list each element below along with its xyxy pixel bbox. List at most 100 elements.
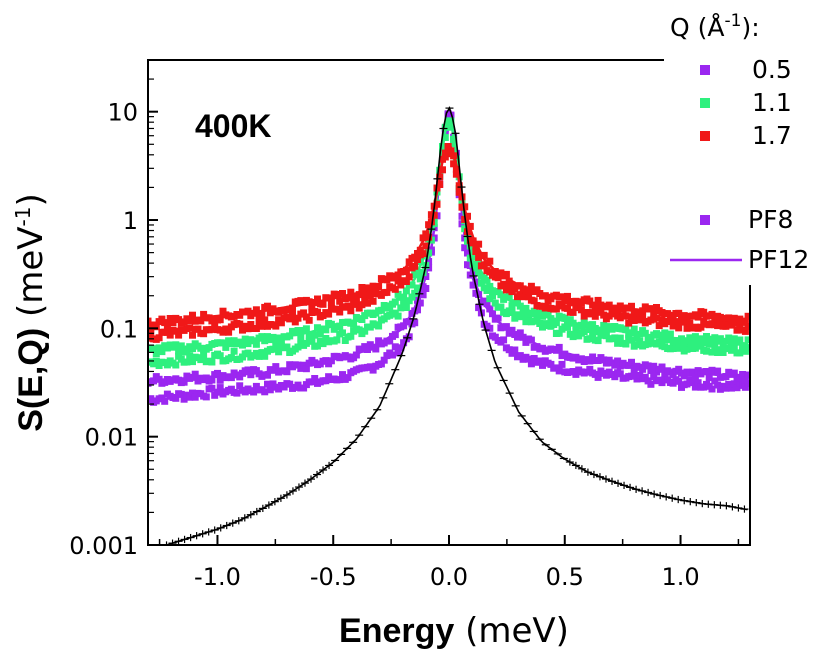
data-point (180, 395, 188, 403)
data-point (402, 278, 410, 285)
data-point (714, 381, 722, 389)
data-point (703, 368, 710, 375)
data-point (352, 351, 360, 359)
data-point (302, 325, 310, 333)
data-point (241, 335, 249, 343)
data-point (391, 285, 399, 293)
data-point (716, 335, 724, 343)
data-point (364, 299, 371, 307)
data-point (497, 303, 505, 311)
data-point (611, 334, 619, 342)
data-point (489, 292, 496, 300)
data-point (208, 376, 216, 384)
data-point (725, 380, 733, 388)
data-point (436, 173, 444, 181)
data-point (516, 352, 524, 360)
data-point (741, 376, 749, 384)
legend-marker (700, 65, 710, 75)
data-point (244, 307, 252, 315)
data-point (336, 322, 344, 330)
data-point (150, 345, 158, 353)
data-point (425, 221, 433, 229)
data-point (680, 372, 688, 380)
data-point (502, 323, 510, 331)
x-axis-title: Energy (meV) (339, 611, 569, 651)
data-point (244, 349, 252, 357)
data-point (639, 313, 647, 321)
data-point (614, 357, 622, 365)
legend-items: 0.5 1.1 1.7 PF8 PF12 (670, 55, 809, 274)
data-point (744, 312, 750, 320)
data-point (408, 281, 416, 289)
data-point (358, 316, 366, 323)
data-point (525, 355, 533, 363)
data-point (222, 343, 230, 351)
data-point (675, 365, 683, 373)
data-point (244, 366, 252, 374)
data-point (333, 291, 341, 298)
data-point (283, 368, 291, 376)
data-point (577, 306, 585, 314)
data-point (386, 337, 394, 345)
data-point (611, 361, 619, 369)
data-point (400, 339, 408, 347)
data-point (694, 379, 702, 387)
data-point (261, 316, 269, 324)
data-point (214, 388, 221, 396)
data-point (355, 326, 363, 334)
data-point (686, 334, 694, 342)
data-point (714, 367, 722, 375)
data-point (586, 326, 594, 333)
data-point (477, 279, 485, 287)
legend-title-main: Q (Å (670, 13, 724, 42)
data-point (703, 347, 710, 355)
data-point (155, 334, 163, 342)
data-point (564, 323, 571, 331)
data-point (247, 371, 255, 379)
data-point (155, 375, 163, 383)
data-point (558, 360, 566, 368)
data-point (347, 288, 355, 296)
legend-background (664, 0, 830, 285)
data-point (272, 363, 280, 371)
data-point (261, 337, 269, 345)
data-point (216, 384, 224, 392)
data-point (400, 322, 408, 330)
data-point (148, 334, 152, 342)
data-point (533, 286, 541, 294)
data-point (505, 277, 513, 285)
data-point (239, 326, 246, 334)
data-point (361, 327, 369, 335)
data-point (305, 298, 313, 306)
data-point (352, 300, 360, 308)
data-point (597, 326, 605, 334)
data-point (653, 314, 660, 322)
data-point (152, 350, 160, 358)
data-point (672, 318, 680, 326)
data-point (391, 298, 399, 306)
data-point (669, 371, 677, 379)
data-point (316, 330, 324, 338)
data-point (516, 302, 524, 310)
data-point (380, 356, 388, 364)
data-point (455, 182, 463, 190)
data-point (744, 323, 750, 330)
data-point (733, 326, 741, 334)
data-point (728, 384, 735, 392)
legend-title-superscript: -1 (724, 11, 741, 31)
data-point (377, 360, 385, 368)
data-point (200, 352, 208, 359)
data-point (163, 322, 171, 330)
data-point (369, 297, 377, 305)
data-point (400, 300, 408, 308)
data-point (647, 305, 655, 313)
data-point (505, 292, 513, 300)
data-point (252, 325, 260, 332)
data-point (230, 347, 238, 355)
data-point (728, 346, 735, 354)
data-point (327, 320, 335, 328)
data-point (486, 257, 494, 265)
legend-marker (700, 215, 710, 225)
data-point (439, 143, 446, 150)
data-point (422, 242, 430, 250)
